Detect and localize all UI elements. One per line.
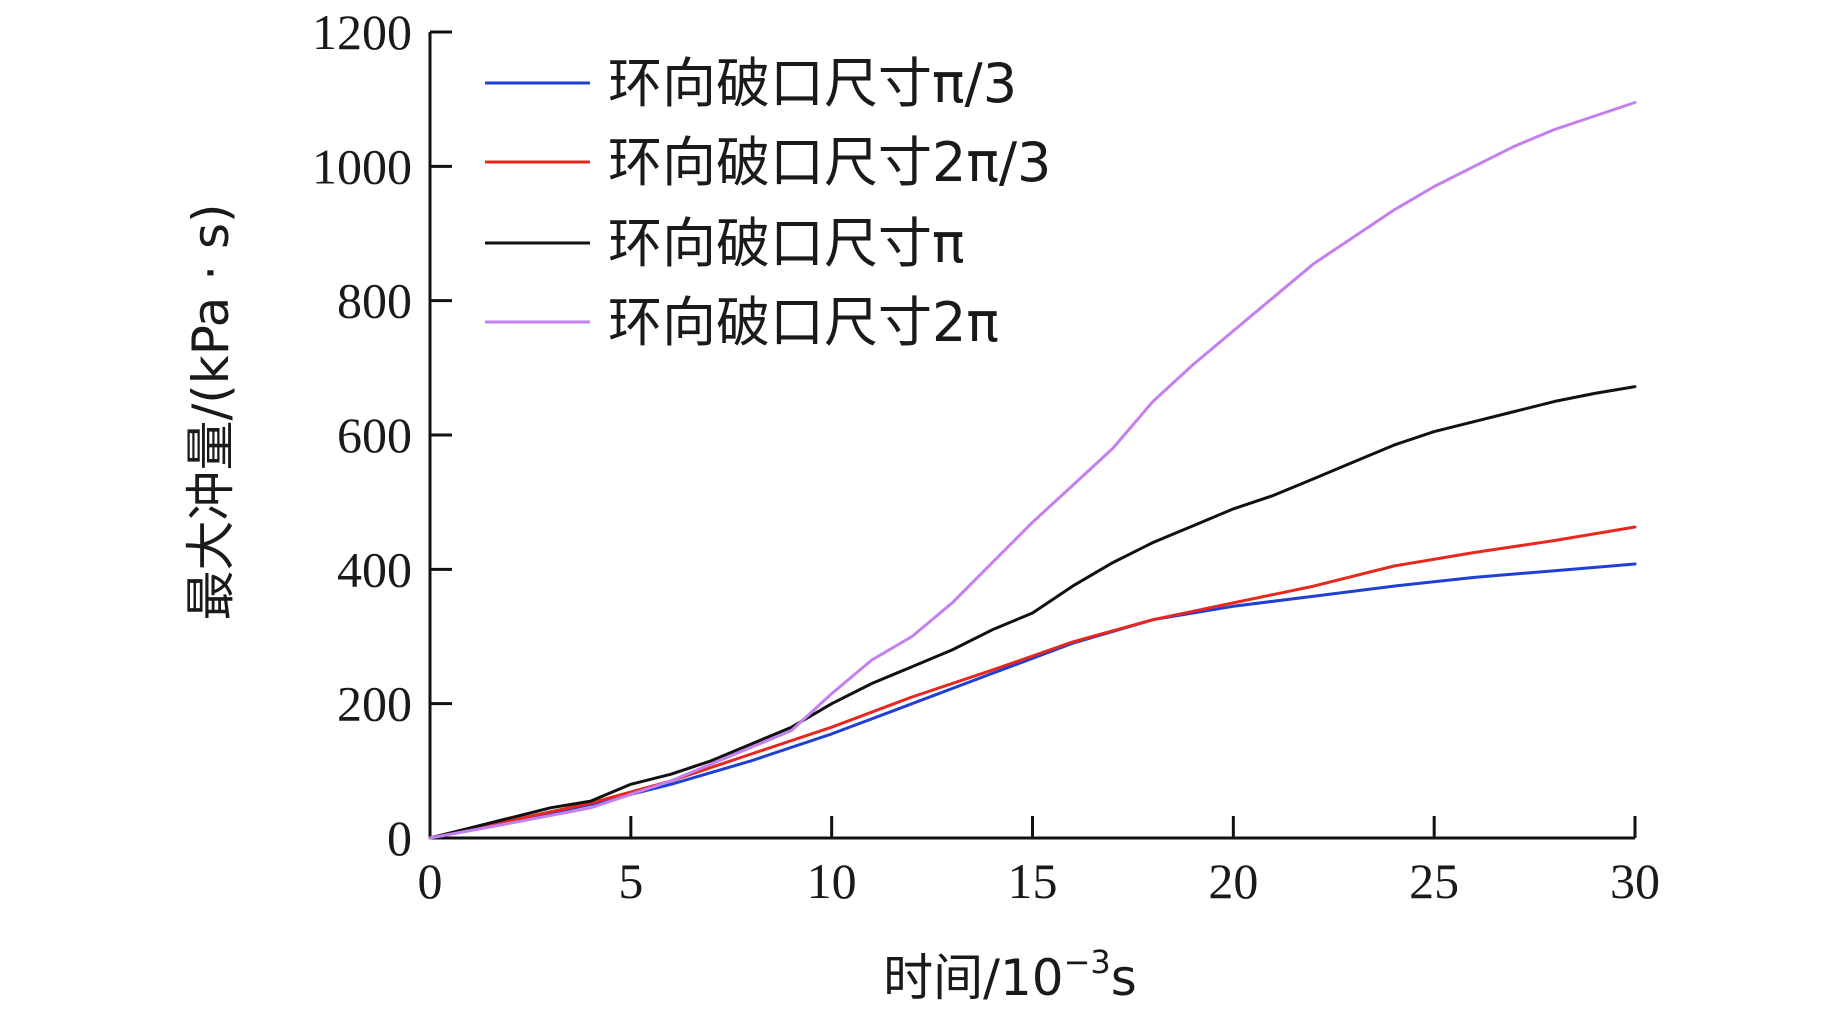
y-tick-label: 400	[337, 541, 412, 597]
y-tick-label: 600	[337, 407, 412, 463]
ticks: 0 200 400 600 800 1000 1200 0 5 10 15 20 25 30	[312, 4, 1660, 909]
x-tick-label: 20	[1208, 853, 1258, 909]
legend-label-1: 环向破口尺寸π/3	[608, 52, 1017, 115]
series-lines	[428, 101, 1637, 840]
y-tick-label: 200	[337, 676, 412, 732]
y-tick-label: 800	[337, 273, 412, 329]
y-axis-title: 最大冲量/(kPa · s)	[182, 203, 240, 620]
y-tick-label: 0	[387, 810, 412, 866]
legend-label-2: 环向破口尺寸2π/3	[608, 131, 1051, 194]
x-tick-label: 10	[807, 853, 857, 909]
x-tick-label: 15	[1008, 853, 1058, 909]
series-line-3	[428, 385, 1637, 840]
legend-label-4: 环向破口尺寸2π	[608, 291, 999, 354]
x-tick-label: 25	[1409, 853, 1459, 909]
y-tick-label: 1000	[312, 138, 412, 194]
x-tick-label: 0	[418, 853, 443, 909]
x-tick-label: 30	[1610, 853, 1660, 909]
series-line-2	[428, 525, 1637, 840]
series-line-4	[428, 101, 1637, 840]
x-axis-title: 时间/10−3s	[883, 943, 1137, 1007]
legend-label-3: 环向破口尺寸π	[608, 212, 965, 275]
y-tick-label: 1200	[312, 4, 412, 60]
x-tick-label: 5	[618, 853, 643, 909]
legend: 环向破口尺寸π/3 环向破口尺寸2π/3 环向破口尺寸π 环向破口尺寸2π	[485, 52, 1051, 354]
